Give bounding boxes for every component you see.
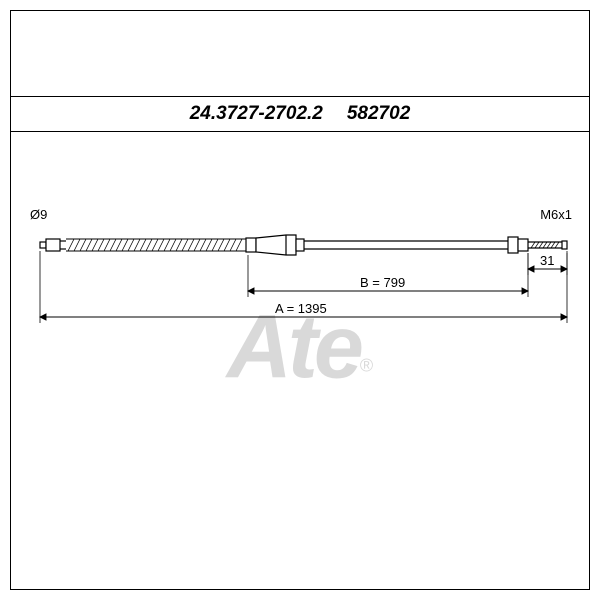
label-thread: M6x1 <box>540 207 572 222</box>
label-dim-a: A = 1395 <box>275 301 327 316</box>
label-diameter: Ø9 <box>30 207 47 222</box>
part-number-secondary: 582702 <box>347 103 410 125</box>
part-number-primary: 24.3727-2702.2 <box>190 103 323 125</box>
label-end-length: 31 <box>540 253 554 268</box>
technical-drawing: Ø9 M6x1 31 B = 799 A = 1395 <box>10 135 590 455</box>
label-dim-b: B = 799 <box>360 275 405 290</box>
title-bar: 24.3727-2702.2 582702 <box>10 96 590 132</box>
